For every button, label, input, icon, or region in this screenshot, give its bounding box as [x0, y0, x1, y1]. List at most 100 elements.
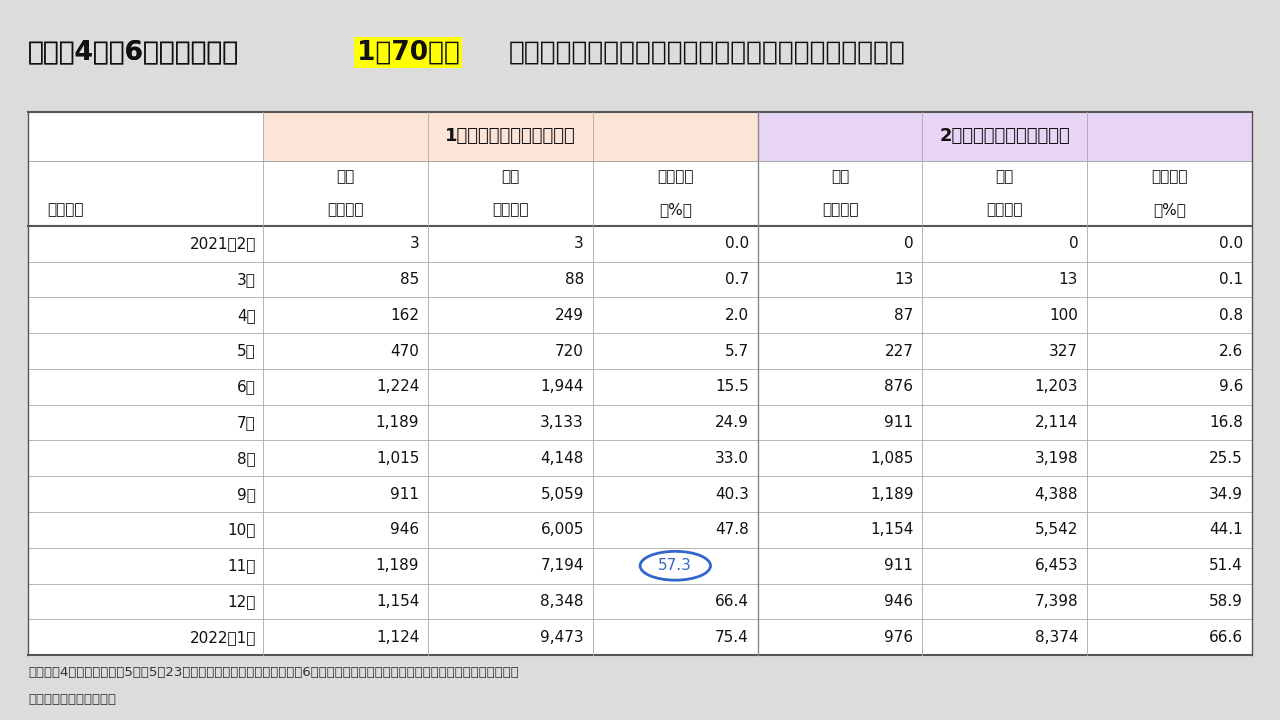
Text: 2022年1月: 2022年1月 [189, 630, 256, 645]
Text: 1,944: 1,944 [540, 379, 584, 395]
Text: 33.0: 33.0 [714, 451, 749, 466]
Text: （出所）インベスコ作成: （出所）インベスコ作成 [28, 693, 116, 706]
Text: 4月: 4月 [237, 307, 256, 323]
Text: 87: 87 [895, 307, 914, 323]
Text: 8,374: 8,374 [1034, 630, 1078, 645]
Text: 0.8: 0.8 [1219, 307, 1243, 323]
Text: 0.7: 0.7 [724, 272, 749, 287]
Text: （注）　4月までは実績。5月は5月23日までの実績を基にした推計値。6月以降は本文中の前提を用いてインベスコが試算した値。: （注） 4月までは実績。5月は5月23日までの実績を基にした推計値。6月以降は本… [28, 666, 518, 679]
Text: 3: 3 [575, 236, 584, 251]
Text: 1,154: 1,154 [870, 523, 914, 537]
Text: 累積: 累積 [502, 169, 520, 184]
Text: 5,059: 5,059 [540, 487, 584, 502]
Text: 8,348: 8,348 [540, 594, 584, 609]
Text: 1,154: 1,154 [376, 594, 420, 609]
Text: 7,398: 7,398 [1034, 594, 1078, 609]
Text: 2.6: 2.6 [1219, 343, 1243, 359]
Text: 総人口比: 総人口比 [657, 169, 694, 184]
Text: 1,189: 1,189 [376, 558, 420, 573]
Text: 24.9: 24.9 [714, 415, 749, 430]
Text: 1,189: 1,189 [376, 415, 420, 430]
Text: 0.0: 0.0 [724, 236, 749, 251]
Text: 8月: 8月 [237, 451, 256, 466]
Text: 44.1: 44.1 [1210, 523, 1243, 537]
Text: （図补4）　6月初め以降、: （図补4） 6月初め以降、 [28, 40, 239, 66]
Text: 51.4: 51.4 [1210, 558, 1243, 573]
Text: （万人）: （万人） [987, 202, 1023, 217]
Text: 1,203: 1,203 [1034, 379, 1078, 395]
Text: 6,005: 6,005 [540, 523, 584, 537]
Text: 7月: 7月 [237, 415, 256, 430]
Text: 47.8: 47.8 [716, 523, 749, 537]
Text: （万人）: （万人） [328, 202, 364, 217]
Text: 6,453: 6,453 [1034, 558, 1078, 573]
Text: 4,148: 4,148 [540, 451, 584, 466]
Text: 2回目のワクチン接種者数: 2回目のワクチン接種者数 [940, 127, 1070, 145]
Text: 4,388: 4,388 [1034, 487, 1078, 502]
Text: 2.0: 2.0 [724, 307, 749, 323]
Text: 3,133: 3,133 [540, 415, 584, 430]
Text: 月間: 月間 [337, 169, 355, 184]
Text: 1,015: 1,015 [376, 451, 420, 466]
Text: 10月: 10月 [228, 523, 256, 537]
Text: 470: 470 [390, 343, 420, 359]
Text: 75.4: 75.4 [716, 630, 749, 645]
Text: 100: 100 [1050, 307, 1078, 323]
Text: 911: 911 [390, 487, 420, 502]
Text: 911: 911 [884, 558, 914, 573]
Text: 9.6: 9.6 [1219, 379, 1243, 395]
Text: 162: 162 [390, 307, 420, 323]
Text: 25.5: 25.5 [1210, 451, 1243, 466]
Text: 876: 876 [884, 379, 914, 395]
Text: 7,194: 7,194 [540, 558, 584, 573]
Text: 2021年2月: 2021年2月 [189, 236, 256, 251]
Text: 34.9: 34.9 [1208, 487, 1243, 502]
Text: 5月: 5月 [237, 343, 256, 359]
Text: 227: 227 [884, 343, 914, 359]
Text: 0.1: 0.1 [1219, 272, 1243, 287]
Text: （万人）: （万人） [822, 202, 859, 217]
Text: 13: 13 [893, 272, 914, 287]
Text: 2,114: 2,114 [1034, 415, 1078, 430]
Text: 976: 976 [884, 630, 914, 645]
Text: 9,473: 9,473 [540, 630, 584, 645]
Text: 1,189: 1,189 [870, 487, 914, 502]
Text: 0: 0 [1069, 236, 1078, 251]
Text: （%）: （%） [1153, 202, 1185, 217]
Text: 3月: 3月 [237, 272, 256, 287]
Text: 12月: 12月 [228, 594, 256, 609]
Text: 0.0: 0.0 [1219, 236, 1243, 251]
Text: （図补4）　6月初め以降、: （図补4） 6月初め以降、 [28, 40, 239, 66]
Text: 40.3: 40.3 [714, 487, 749, 502]
Text: 3,198: 3,198 [1034, 451, 1078, 466]
Text: 5.7: 5.7 [724, 343, 749, 359]
Text: 1,224: 1,224 [376, 379, 420, 395]
Text: （月末）: （月末） [47, 202, 83, 217]
Text: 1回目のワクチン接種者数: 1回目のワクチン接種者数 [445, 127, 576, 145]
Text: の接種を継続的に実施するケースでの接種回数・接種率: の接種を継続的に実施するケースでの接種回数・接種率 [508, 40, 905, 66]
Text: 946: 946 [390, 523, 420, 537]
Text: 6月: 6月 [237, 379, 256, 395]
Text: （%）: （%） [659, 202, 691, 217]
Text: 88: 88 [564, 272, 584, 287]
Text: 327: 327 [1050, 343, 1078, 359]
Text: 66.4: 66.4 [714, 594, 749, 609]
Text: （万人）: （万人） [493, 202, 529, 217]
Text: 1日70万回: 1日70万回 [357, 40, 460, 66]
Text: 15.5: 15.5 [716, 379, 749, 395]
Text: 946: 946 [884, 594, 914, 609]
Text: 月間: 月間 [831, 169, 849, 184]
Text: 249: 249 [556, 307, 584, 323]
Text: 0: 0 [904, 236, 914, 251]
Text: 16.8: 16.8 [1210, 415, 1243, 430]
Text: 13: 13 [1059, 272, 1078, 287]
Text: 3: 3 [410, 236, 420, 251]
Text: 720: 720 [556, 343, 584, 359]
Text: 1,085: 1,085 [870, 451, 914, 466]
Text: 5,542: 5,542 [1034, 523, 1078, 537]
Text: 911: 911 [884, 415, 914, 430]
Text: 累積: 累積 [996, 169, 1014, 184]
Text: 66.6: 66.6 [1208, 630, 1243, 645]
Text: 9月: 9月 [237, 487, 256, 502]
Text: 11月: 11月 [228, 558, 256, 573]
